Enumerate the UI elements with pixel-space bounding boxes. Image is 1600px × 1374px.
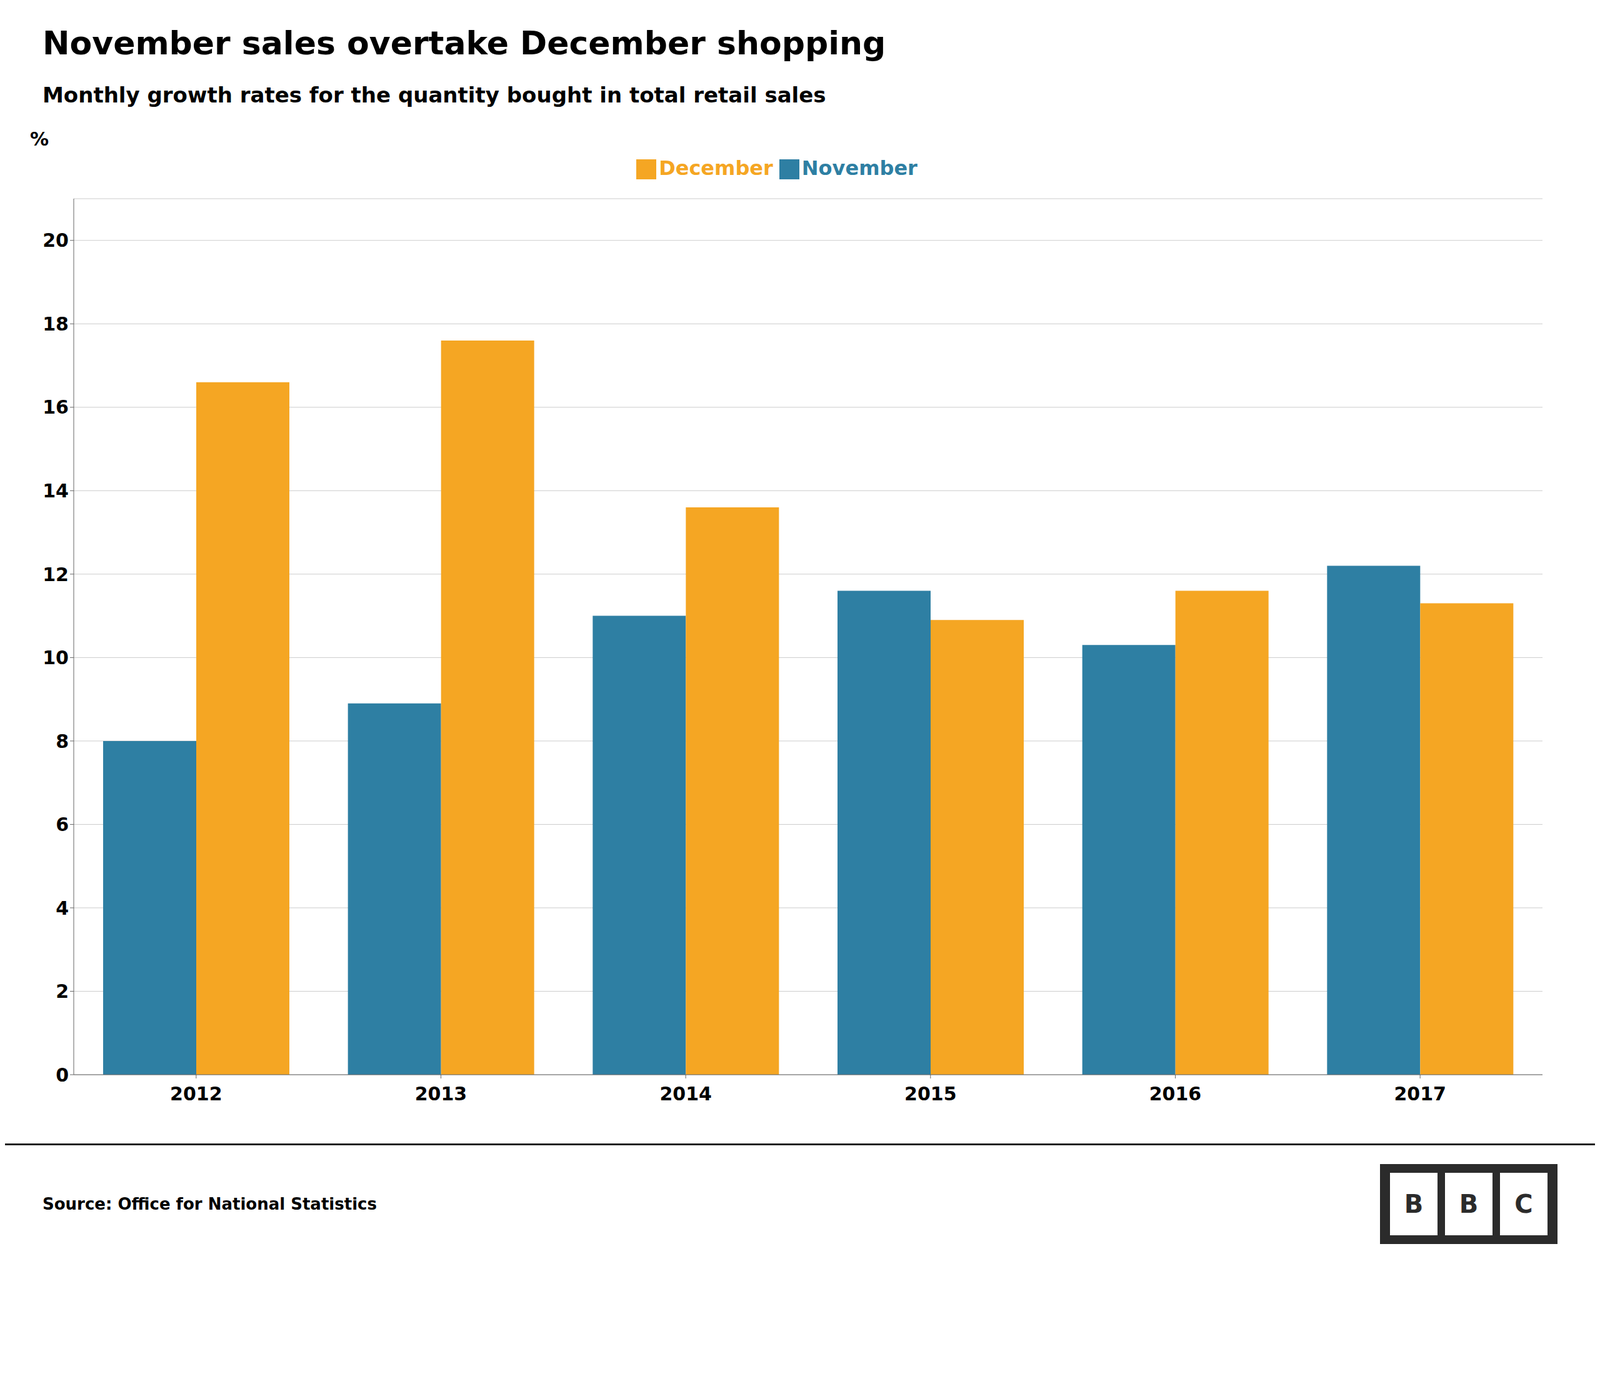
svg-text:8: 8 xyxy=(55,730,69,752)
svg-text:2015: 2015 xyxy=(904,1083,957,1105)
svg-text:20: 20 xyxy=(42,229,69,252)
svg-text:2014: 2014 xyxy=(659,1083,712,1105)
svg-text:2013: 2013 xyxy=(415,1083,468,1105)
svg-text:14: 14 xyxy=(42,480,69,502)
svg-text:2016: 2016 xyxy=(1149,1083,1202,1105)
svg-text:16: 16 xyxy=(42,396,69,419)
html-text:Monthly growth rates for the q: Monthly growth rates for the quantity bo… xyxy=(42,82,826,108)
html-text:C: C xyxy=(1514,1189,1533,1219)
html-text:B: B xyxy=(1459,1189,1479,1219)
svg-text:4: 4 xyxy=(55,896,69,919)
html-text:November sales overtake Decemb: November sales overtake December shoppin… xyxy=(42,24,886,62)
html-text:B: B xyxy=(1404,1189,1424,1219)
html-text:November: November xyxy=(801,156,918,180)
svg-text:2017: 2017 xyxy=(1393,1083,1447,1105)
svg-text:10: 10 xyxy=(42,646,69,669)
svg-text:6: 6 xyxy=(55,813,69,836)
svg-text:2012: 2012 xyxy=(170,1083,223,1105)
html-text:Source: Office for National St: Source: Office for National Statistics xyxy=(42,1194,377,1214)
html-text:December: December xyxy=(658,156,773,180)
svg-text:12: 12 xyxy=(42,563,69,585)
svg-text:2: 2 xyxy=(55,980,69,1003)
svg-text:18: 18 xyxy=(42,313,69,335)
svg-text:0: 0 xyxy=(55,1063,69,1086)
